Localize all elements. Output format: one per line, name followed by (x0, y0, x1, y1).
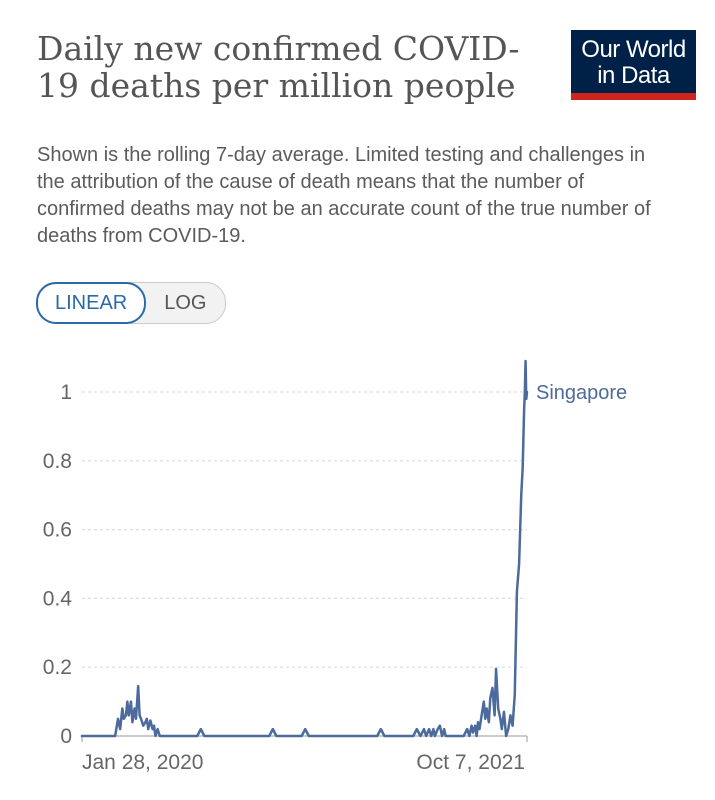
y-tick-label-4: 0.8 (43, 450, 72, 473)
line-chart: 0 0.2 0.4 0.6 0.8 1 Jan 28, 2020 Oct 7, 2021 Sin… (43, 359, 627, 774)
chart-subtitle: Shown is the rolling 7-day average. Limi… (37, 144, 651, 247)
y-tick-label-0: 0 (60, 725, 72, 748)
x-tick-label-1: Oct 7, 2021 (416, 751, 525, 774)
logo-line-1: Our World (581, 36, 686, 63)
owid-logo[interactable]: Our World in Data (571, 30, 696, 100)
y-tick-label-3: 0.6 (43, 519, 72, 542)
series-label-singapore: Singapore (536, 382, 627, 404)
y-tick-label-5: 1 (60, 381, 72, 404)
chart-title: Daily new confirmed COVID-19 deaths per … (37, 29, 520, 105)
scale-toggle: LINEAR LOG (36, 282, 226, 324)
x-tick-label-0: Jan 28, 2020 (82, 751, 203, 774)
logo-line-2: in Data (597, 62, 670, 89)
y-tick-label-2: 0.4 (43, 587, 73, 610)
linear-scale-button[interactable]: LINEAR (36, 282, 147, 324)
y-tick-label-1: 0.2 (43, 656, 72, 679)
log-scale-button[interactable]: LOG (146, 283, 224, 323)
series-line-singapore (80, 359, 529, 738)
